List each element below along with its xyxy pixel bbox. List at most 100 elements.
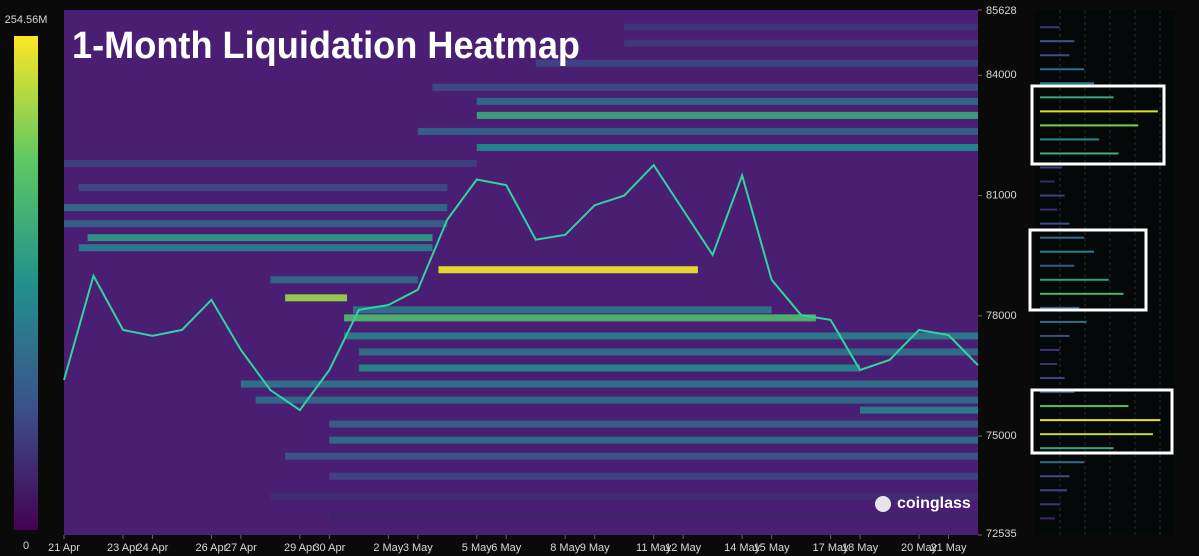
y-tick-label: 84000 xyxy=(986,69,1017,81)
watermark-icon xyxy=(875,496,891,512)
heat-band xyxy=(352,306,772,314)
profile-bar xyxy=(1040,54,1070,57)
x-tick-label: 20 May xyxy=(901,542,938,554)
y-tick-label: 72535 xyxy=(986,528,1017,540)
colorbar-label: 254.56M xyxy=(5,14,48,26)
profile-bar xyxy=(1040,503,1060,506)
y-tick-label: 75000 xyxy=(986,430,1017,442)
profile-bar xyxy=(1040,68,1085,71)
profile-bar xyxy=(1040,208,1058,211)
watermark: coinglass xyxy=(875,495,971,512)
profile-bar xyxy=(1040,391,1075,394)
heat-band xyxy=(240,380,979,388)
x-tick-label: 11 May xyxy=(636,542,672,554)
heat-band xyxy=(255,396,979,404)
watermark-text: coinglass xyxy=(897,495,971,512)
heat-band xyxy=(285,452,978,460)
profile-bar xyxy=(1040,461,1085,464)
x-tick-label: 21 Apr xyxy=(48,542,80,554)
profile-bar xyxy=(1040,475,1070,478)
heat-band xyxy=(624,23,978,31)
colorbar xyxy=(14,36,38,530)
profile-bar xyxy=(1040,250,1095,253)
heat-band xyxy=(270,492,978,500)
profile-bar xyxy=(1040,194,1065,197)
y-tick-label: 81000 xyxy=(986,189,1017,201)
heat-band xyxy=(329,472,978,480)
profile-bar xyxy=(1040,222,1070,225)
heat-band xyxy=(329,512,978,520)
x-tick-label: 23 Apr xyxy=(107,542,139,554)
highlight-box xyxy=(1028,228,1148,312)
profile-panel xyxy=(1035,10,1175,535)
chart-title: 1-Month Liquidation Heatmap xyxy=(72,25,580,67)
x-tick-label: 6 May xyxy=(491,542,521,554)
price-line xyxy=(63,163,979,412)
x-tick-label: 5 May xyxy=(462,542,492,554)
heat-band xyxy=(860,406,978,414)
heat-band xyxy=(624,39,978,47)
heat-band xyxy=(329,436,978,444)
y-tick-label: 78000 xyxy=(986,310,1017,322)
heat-band xyxy=(417,127,978,135)
profile-bar xyxy=(1040,320,1087,323)
profile-bar xyxy=(1040,152,1119,155)
heat-band xyxy=(78,184,448,192)
profile-bar xyxy=(1040,236,1085,239)
profile-bar xyxy=(1040,26,1060,29)
heat-band xyxy=(329,420,978,428)
colorbar-label: 0 xyxy=(23,540,29,552)
heat-band xyxy=(78,244,433,252)
profile-bar xyxy=(1040,405,1129,408)
heat-band xyxy=(64,204,448,212)
x-tick-label: 15 May xyxy=(754,542,791,554)
x-tick-label: 14 May xyxy=(724,542,761,554)
x-tick-label: 30 Apr xyxy=(313,542,345,554)
x-tick-label: 18 May xyxy=(842,542,879,554)
profile-bar xyxy=(1040,96,1114,99)
x-tick-label: 29 Apr xyxy=(284,542,316,554)
heat-band xyxy=(476,111,978,119)
heat-band xyxy=(344,314,816,322)
x-tick-label: 27 Apr xyxy=(225,542,257,554)
profile-bar xyxy=(1040,419,1161,422)
profile-bar xyxy=(1040,166,1063,169)
heat-band xyxy=(535,59,978,67)
profile-bar xyxy=(1040,447,1114,450)
profile-bar xyxy=(1040,433,1153,436)
heat-band xyxy=(438,266,698,274)
profile-bar xyxy=(1040,110,1158,113)
heat-band xyxy=(87,234,433,242)
profile-bar xyxy=(1040,82,1095,85)
heat-band xyxy=(358,364,861,372)
highlight-boxes xyxy=(1028,84,1174,455)
highlight-box xyxy=(1030,388,1174,455)
profile-bar xyxy=(1040,377,1065,380)
profile-bar xyxy=(1040,292,1124,295)
heat-band xyxy=(358,348,978,356)
x-tick-label: 8 May xyxy=(550,542,580,554)
x-tick-label: 17 May xyxy=(813,542,850,554)
profile-bar xyxy=(1040,334,1070,337)
highlight-box xyxy=(1030,84,1166,166)
profile-bar xyxy=(1040,306,1080,309)
profile-bar xyxy=(1040,138,1099,141)
x-tick-label: 12 May xyxy=(665,542,702,554)
heat-band xyxy=(64,159,477,167)
profile-bar xyxy=(1040,278,1109,281)
profile-bar xyxy=(1040,348,1060,351)
x-tick-label: 21 May xyxy=(930,542,967,554)
heat-band xyxy=(476,97,978,105)
x-tick-label: 3 May xyxy=(403,542,433,554)
x-tick-label: 24 Apr xyxy=(137,542,169,554)
x-tick-label: 2 May xyxy=(373,542,403,554)
heat-band xyxy=(432,83,978,91)
profile-bar xyxy=(1040,489,1068,492)
profile-bar xyxy=(1040,124,1139,127)
x-tick-label: 26 Apr xyxy=(196,542,228,554)
heat-band xyxy=(344,332,978,340)
x-tick-label: 9 May xyxy=(580,542,610,554)
heat-band xyxy=(285,294,348,302)
